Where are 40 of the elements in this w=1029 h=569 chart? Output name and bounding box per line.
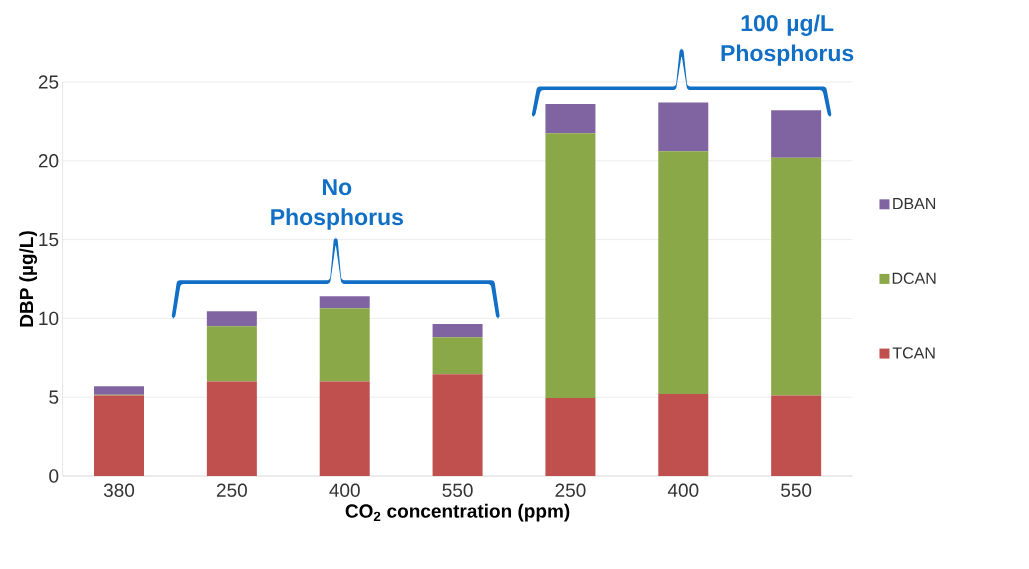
bar bbox=[319, 381, 370, 476]
bar bbox=[658, 151, 709, 395]
x-tick-label: 250 bbox=[216, 483, 247, 497]
bar bbox=[658, 102, 709, 152]
bar bbox=[206, 311, 257, 327]
y-tick-label: 20 bbox=[38, 154, 59, 168]
y-tick-label: 25 bbox=[38, 75, 59, 89]
bar bbox=[319, 308, 370, 382]
x-axis-title: CO$_{2}$ concentration (ppm) bbox=[345, 503, 570, 522]
x-tick-label: 550 bbox=[781, 483, 812, 497]
x-tick-label: 400 bbox=[329, 483, 360, 497]
x-tick-label: 250 bbox=[555, 483, 586, 497]
bar bbox=[319, 296, 370, 309]
bar bbox=[771, 395, 822, 476]
x-tick-label: 550 bbox=[442, 483, 473, 497]
text: 100 µg/L Phosphorus bbox=[721, 14, 854, 66]
x-tick-label: 380 bbox=[103, 483, 135, 497]
x-tick-label: 400 bbox=[667, 483, 699, 497]
bar bbox=[432, 374, 483, 476]
bar bbox=[432, 323, 483, 338]
bar bbox=[545, 397, 596, 476]
legend-label: DBAN bbox=[893, 198, 936, 210]
bar bbox=[94, 395, 145, 476]
y-tick-label: 15 bbox=[39, 232, 59, 247]
bar bbox=[206, 381, 257, 476]
annotation: No Phosphorus bbox=[271, 179, 403, 230]
bar bbox=[545, 104, 596, 134]
y-tick-label: 10 bbox=[39, 311, 59, 326]
y-tick-label: 5 bbox=[49, 390, 59, 404]
bar bbox=[545, 133, 596, 398]
bar bbox=[658, 394, 709, 476]
bar bbox=[432, 337, 483, 375]
y-tick-label: 0 bbox=[49, 469, 59, 483]
bar bbox=[206, 326, 257, 382]
legend-label: TCAN bbox=[892, 347, 935, 359]
bar bbox=[771, 157, 822, 396]
bar bbox=[94, 386, 145, 395]
bar bbox=[771, 110, 822, 158]
y-axis-title: DBP (µg/L) bbox=[19, 231, 38, 327]
legend-label: DCAN bbox=[892, 272, 936, 284]
